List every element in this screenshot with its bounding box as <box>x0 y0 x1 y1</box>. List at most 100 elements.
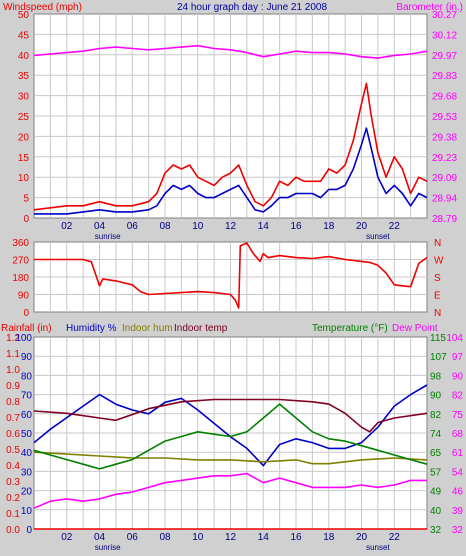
tick-label: 68 <box>452 429 464 440</box>
windspeed-ticks: 0 5 10 15 20 25 30 35 40 45 50 <box>18 10 30 225</box>
tick-label: 15 <box>18 153 30 164</box>
tick-label: 82 <box>430 410 442 421</box>
tick-label: 30.27 <box>432 10 457 21</box>
tick-label: 97 <box>452 352 464 363</box>
x-tick-label: 12 <box>225 532 237 543</box>
x-tick-label: 18 <box>323 532 335 543</box>
sun-marker-label: sunrise <box>95 543 121 552</box>
tick-label: 50 <box>18 10 30 21</box>
dewpoint-label: Dew Point <box>392 323 438 334</box>
tick-label: 40 <box>430 506 442 517</box>
humidity-label: Humidity % <box>66 323 117 334</box>
tick-label: 61 <box>452 448 464 459</box>
tick-label: 29.68 <box>432 92 457 103</box>
tick-label: 0 <box>23 308 29 319</box>
tick-label: 0 <box>26 525 32 536</box>
tick-label: 98 <box>430 371 442 382</box>
tick-label: 20 <box>21 487 33 498</box>
tick-label: 0.9 <box>6 381 20 392</box>
tick-label: 0 <box>23 214 29 225</box>
tick-label: 5 <box>23 194 29 205</box>
tick-label: 0.2 <box>6 493 20 504</box>
tick-label: 30 <box>21 467 33 478</box>
wind-grid <box>34 14 427 218</box>
tick-label: 29.38 <box>432 132 457 143</box>
tick-label: 35 <box>18 71 30 82</box>
series-temperature <box>33 403 428 470</box>
tick-label: 70 <box>21 391 33 402</box>
x-tick-label: 10 <box>192 221 204 232</box>
tick-label: 100 <box>15 333 32 344</box>
temp-x-ticks: 02 04 06 08 10 12 14 16 18 20 22 <box>61 532 400 543</box>
tick-label: N <box>434 308 441 319</box>
humidity-ticks: 0 10 20 30 40 50 60 70 80 90 100 <box>15 333 32 536</box>
series-barometer <box>33 44 428 59</box>
temp-sun-markers: sunrise sunset <box>95 543 391 552</box>
tick-label: N <box>434 238 441 249</box>
x-tick-label: 08 <box>159 221 171 232</box>
tick-label: 10 <box>18 173 30 184</box>
tick-label: 0.3 <box>6 477 20 488</box>
tick-label: 74 <box>430 429 442 440</box>
tick-label: 50 <box>21 429 33 440</box>
tick-label: 30 <box>18 92 30 103</box>
tick-label: 0.0 <box>6 525 20 536</box>
tick-label: 115 <box>430 333 446 344</box>
x-tick-label: 18 <box>323 221 335 232</box>
tick-label: 46 <box>452 487 464 498</box>
tick-label: 29.53 <box>432 112 457 123</box>
x-tick-label: 20 <box>356 221 368 232</box>
x-tick-label: 16 <box>290 532 302 543</box>
tick-label: 10 <box>21 506 33 517</box>
tick-label: 75 <box>452 410 464 421</box>
tick-label: 0.5 <box>6 445 20 456</box>
tick-label: W <box>434 256 444 267</box>
chart-title: 24 hour graph day : June 21 2008 <box>177 2 328 13</box>
indoor-hum-label: Indoor hum <box>122 323 173 334</box>
tick-label: 0.8 <box>6 397 20 408</box>
indoor-temp-label: Indoor temp <box>174 323 228 334</box>
x-tick-label: 16 <box>290 221 302 232</box>
temperature-ticks: 32 40 49 57 65 74 82 90 98 107 115 <box>430 333 447 536</box>
series-wind-direction <box>34 242 428 309</box>
temp-grid <box>34 337 427 529</box>
tick-label: 29.09 <box>432 173 457 184</box>
tick-label: 107 <box>430 352 447 363</box>
series-dew-point <box>33 472 427 509</box>
wind-baro-lines <box>33 44 428 215</box>
x-tick-label: 06 <box>127 221 139 232</box>
x-tick-label: 02 <box>61 221 73 232</box>
series-wind-average <box>34 127 428 215</box>
temperature-label: Temperature (°F) <box>312 323 388 334</box>
x-tick-label: 08 <box>159 532 171 543</box>
tick-label: 0.4 <box>6 461 20 472</box>
direction-degree-ticks: 0 90 180 270 360 <box>12 238 29 319</box>
tick-label: 32 <box>452 525 464 536</box>
sun-marker-label: sunset <box>366 232 390 241</box>
x-tick-label: 22 <box>389 221 401 232</box>
rainfall-label: Rainfall (in) <box>1 323 52 334</box>
tick-label: 65 <box>430 448 442 459</box>
wind-sun-markers: sunrise sunset <box>95 232 391 241</box>
sun-marker-label: sunset <box>366 543 390 552</box>
barometer-axis-label: Barometer (in.) <box>396 2 463 13</box>
series-indoor-temp <box>33 398 428 433</box>
series-wind-gust <box>33 82 428 211</box>
tick-label: 40 <box>21 448 33 459</box>
tick-label: 104 <box>446 333 463 344</box>
tick-label: 82 <box>452 391 464 402</box>
x-tick-label: 04 <box>94 532 106 543</box>
direction-grid <box>34 242 427 312</box>
tick-label: 0.7 <box>6 413 20 424</box>
tick-label: 180 <box>12 273 29 284</box>
tick-label: 29.83 <box>432 71 457 82</box>
tick-label: 90 <box>452 371 464 382</box>
tick-label: 90 <box>430 391 442 402</box>
tick-label: 45 <box>18 30 30 41</box>
temp-humidity-lines <box>33 384 428 530</box>
tick-label: 29.23 <box>432 153 457 164</box>
x-tick-label: 10 <box>192 532 204 543</box>
tick-label: 54 <box>452 467 464 478</box>
